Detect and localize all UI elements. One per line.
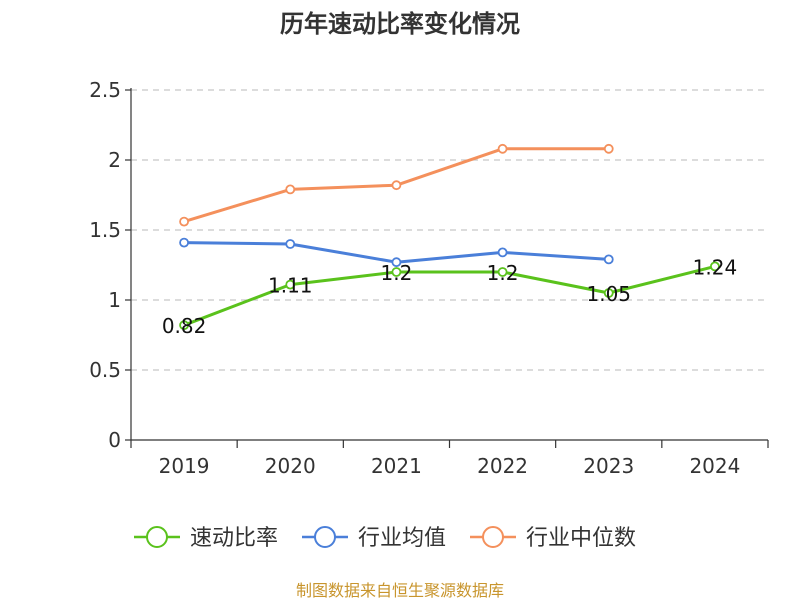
- data-point: [497, 143, 508, 154]
- legend-label: 行业中位数: [526, 526, 636, 551]
- x-axis-ticks: 2019 2020 2021 2022 2023 2024: [159, 454, 741, 478]
- y-tick-label: 2: [108, 148, 121, 172]
- data-point: [497, 247, 508, 258]
- x-tick-label: 2019: [159, 454, 210, 478]
- data-point: [391, 180, 402, 191]
- data-point: [285, 184, 296, 195]
- x-tick-label: 2023: [583, 454, 634, 478]
- source-note: 制图数据来自恒生聚源数据库: [296, 581, 504, 600]
- x-tick-label: 2021: [371, 454, 422, 478]
- grid-lines: [131, 89, 768, 371]
- data-point: [391, 267, 402, 277]
- data-point: [603, 254, 614, 265]
- series-layer: [179, 143, 720, 331]
- data-labels: 0.82 1.11 1.2 1.2 1.05 1.24: [162, 255, 737, 338]
- data-point: [179, 237, 189, 248]
- data-point: [603, 143, 614, 154]
- legend-marker: [146, 526, 168, 548]
- legend-item: 行业均值: [302, 526, 446, 551]
- y-tick-label: 0: [108, 428, 121, 452]
- data-point: [391, 257, 402, 268]
- y-tick-label: 2.5: [89, 78, 121, 102]
- legend-label: 行业均值: [358, 526, 446, 551]
- data-point: [710, 261, 720, 272]
- axes: [125, 88, 769, 448]
- data-point: [285, 279, 296, 290]
- series-line: [183, 264, 716, 327]
- y-tick-label: 1: [108, 288, 121, 312]
- data-label: 0.82: [162, 314, 207, 338]
- data-label: 1.05: [586, 282, 631, 306]
- y-axis-ticks: 0 0.5 1 1.5 2 2.5: [89, 78, 121, 452]
- x-tick-label: 2024: [689, 454, 740, 478]
- legend-item: 行业中位数: [470, 526, 636, 551]
- x-tick-label: 2022: [477, 454, 528, 478]
- data-point: [285, 239, 296, 249]
- data-label: 1.24: [693, 255, 738, 279]
- data-point: [497, 267, 508, 277]
- data-point: [179, 216, 189, 227]
- chart-title: 历年速动比率变化情况: [280, 10, 520, 38]
- y-tick-label: 1.5: [89, 218, 121, 242]
- y-tick-label: 0.5: [89, 358, 121, 382]
- legend-item: 速动比率: [134, 526, 278, 551]
- legend-marker: [482, 526, 504, 548]
- legend-marker: [314, 526, 336, 548]
- legend: 速动比率 行业均值 行业中位数: [134, 526, 636, 551]
- x-tick-label: 2020: [265, 454, 316, 478]
- data-point: [179, 320, 189, 331]
- data-label: 1.11: [268, 274, 313, 298]
- data-label: 1.2: [487, 261, 519, 285]
- legend-label: 速动比率: [190, 526, 278, 551]
- data-point: [603, 288, 614, 298]
- data-label: 1.2: [381, 261, 413, 285]
